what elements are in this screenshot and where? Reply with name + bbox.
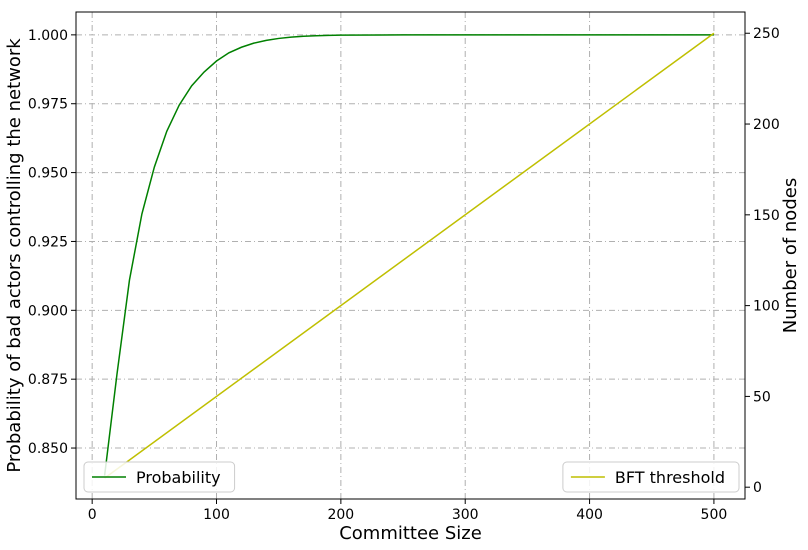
x-tick-label: 100 xyxy=(203,507,230,523)
legend-bft-threshold: BFT threshold xyxy=(562,461,740,493)
x-tick-label: 0 xyxy=(88,507,97,523)
x-tick-label: 200 xyxy=(327,507,354,523)
x-tick-label: 300 xyxy=(452,507,479,523)
y-axis-right-label: Number of nodes xyxy=(780,178,801,333)
grid xyxy=(76,12,745,499)
y-left-tick-label: 0.950 xyxy=(28,166,68,182)
legend-box xyxy=(562,461,740,493)
legend-label: Probability xyxy=(136,468,221,487)
legend-box xyxy=(83,461,236,493)
plot-frame xyxy=(75,11,746,500)
y-left-tick-label: 0.850 xyxy=(28,441,68,457)
y-left-tick-label: 0.925 xyxy=(28,234,68,250)
series-layer xyxy=(103,32,715,479)
legends: Probability BFT threshold xyxy=(83,461,740,493)
y-left-tick-label: 0.900 xyxy=(28,303,68,319)
y-left-tick-label: 1.000 xyxy=(28,28,68,44)
legend-label: BFT threshold xyxy=(615,468,725,487)
x-tick-label: 500 xyxy=(701,507,728,523)
x-axis-label: Committee Size xyxy=(339,523,482,544)
y-right-tick-label: 250 xyxy=(753,26,780,42)
x-tick-label: 400 xyxy=(576,507,603,523)
y-right-tick-label: 200 xyxy=(753,117,780,133)
series-line-bft-threshold xyxy=(104,32,715,479)
legend-probability: Probability xyxy=(83,461,236,493)
y-right-tick-label: 0 xyxy=(753,480,762,496)
y-right-tick-label: 50 xyxy=(753,389,771,405)
ticks: 0 100 200 300 400 5000.8500.8750.9000.9250.95… xyxy=(28,26,780,523)
y-left-tick-label: 0.875 xyxy=(28,372,68,388)
y-right-tick-label: 100 xyxy=(753,299,780,315)
y-axis-left-label: Probability of bad actors controlling th… xyxy=(4,38,25,473)
y-right-tick-label: 150 xyxy=(753,208,780,224)
series-line-probability xyxy=(103,34,714,476)
y-left-tick-label: 0.975 xyxy=(28,97,68,113)
